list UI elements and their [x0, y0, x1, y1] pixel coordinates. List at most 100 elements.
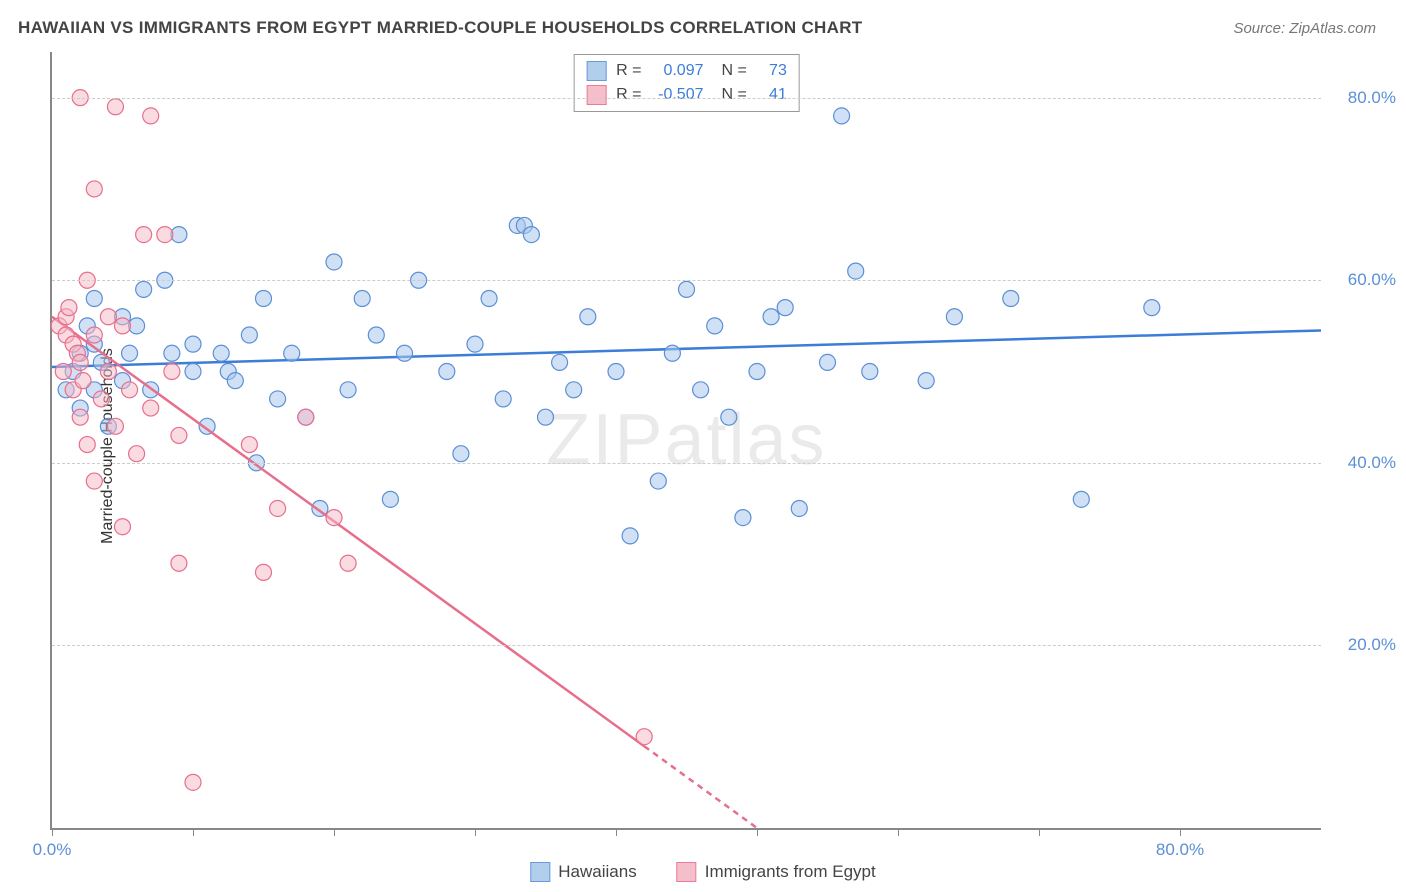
series-swatch	[677, 862, 697, 882]
data-point	[171, 555, 187, 571]
data-point	[552, 354, 568, 370]
data-point	[777, 300, 793, 316]
series-swatch	[586, 85, 606, 105]
x-tick-label: 0.0%	[33, 840, 72, 860]
data-point	[340, 382, 356, 398]
data-point	[382, 491, 398, 507]
data-point	[693, 382, 709, 398]
y-tick-label: 20.0%	[1348, 635, 1396, 655]
data-point	[86, 473, 102, 489]
x-tick	[475, 828, 476, 836]
stats-legend: R =0.097N =73R =-0.507N =41	[573, 54, 800, 112]
data-point	[495, 391, 511, 407]
data-point	[326, 510, 342, 526]
data-point	[185, 336, 201, 352]
stats-row: R =-0.507N =41	[586, 83, 787, 107]
data-point	[326, 254, 342, 270]
data-point	[270, 500, 286, 516]
data-point	[848, 263, 864, 279]
x-tick-label: 80.0%	[1156, 840, 1204, 860]
data-point	[735, 510, 751, 526]
data-point	[439, 364, 455, 380]
x-tick	[757, 828, 758, 836]
data-point	[284, 345, 300, 361]
data-point	[453, 446, 469, 462]
source-label: Source: ZipAtlas.com	[1233, 20, 1376, 37]
data-point	[213, 345, 229, 361]
data-point	[523, 227, 539, 243]
data-point	[115, 519, 131, 535]
data-point	[918, 373, 934, 389]
data-point	[298, 409, 314, 425]
r-value: 0.097	[652, 59, 704, 83]
x-tick	[616, 828, 617, 836]
data-point	[1073, 491, 1089, 507]
legend-label: Hawaiians	[558, 862, 636, 882]
y-tick-label: 80.0%	[1348, 88, 1396, 108]
scatter-plot-svg	[52, 52, 1321, 828]
data-point	[86, 290, 102, 306]
r-label: R =	[616, 83, 641, 107]
data-point	[136, 281, 152, 297]
data-point	[707, 318, 723, 334]
stats-row: R =0.097N =73	[586, 59, 787, 83]
data-point	[143, 400, 159, 416]
data-point	[679, 281, 695, 297]
data-point	[256, 290, 272, 306]
data-point	[763, 309, 779, 325]
data-point	[834, 108, 850, 124]
data-point	[100, 309, 116, 325]
data-point	[72, 354, 88, 370]
data-point	[368, 327, 384, 343]
data-point	[79, 437, 95, 453]
n-value: 73	[757, 59, 787, 83]
x-tick	[52, 828, 53, 836]
gridline	[52, 645, 1321, 646]
x-tick	[898, 828, 899, 836]
data-point	[636, 729, 652, 745]
data-point	[270, 391, 286, 407]
data-point	[397, 345, 413, 361]
n-value: 41	[757, 83, 787, 107]
data-point	[721, 409, 737, 425]
chart-title: HAWAIIAN VS IMMIGRANTS FROM EGYPT MARRIE…	[18, 18, 862, 38]
legend-item: Hawaiians	[530, 862, 636, 882]
y-tick-label: 40.0%	[1348, 453, 1396, 473]
data-point	[566, 382, 582, 398]
data-point	[1003, 290, 1019, 306]
data-point	[538, 409, 554, 425]
r-value: -0.507	[652, 83, 704, 107]
series-swatch	[586, 61, 606, 81]
y-tick-label: 60.0%	[1348, 270, 1396, 290]
data-point	[481, 290, 497, 306]
data-point	[467, 336, 483, 352]
data-point	[107, 99, 123, 115]
gridline	[52, 280, 1321, 281]
r-label: R =	[616, 59, 641, 83]
data-point	[664, 345, 680, 361]
data-point	[608, 364, 624, 380]
data-point	[55, 364, 71, 380]
data-point	[100, 364, 116, 380]
data-point	[1144, 300, 1160, 316]
data-point	[241, 437, 257, 453]
data-point	[61, 300, 77, 316]
data-point	[256, 564, 272, 580]
legend-item: Immigrants from Egypt	[677, 862, 876, 882]
data-point	[129, 446, 145, 462]
series-swatch	[530, 862, 550, 882]
data-point	[227, 373, 243, 389]
data-point	[93, 391, 109, 407]
data-point	[107, 418, 123, 434]
data-point	[115, 318, 131, 334]
x-tick	[193, 828, 194, 836]
data-point	[241, 327, 257, 343]
data-point	[791, 500, 807, 516]
data-point	[164, 345, 180, 361]
data-point	[136, 227, 152, 243]
data-point	[122, 345, 138, 361]
data-point	[185, 774, 201, 790]
data-point	[86, 327, 102, 343]
gridline	[52, 463, 1321, 464]
x-tick	[1039, 828, 1040, 836]
